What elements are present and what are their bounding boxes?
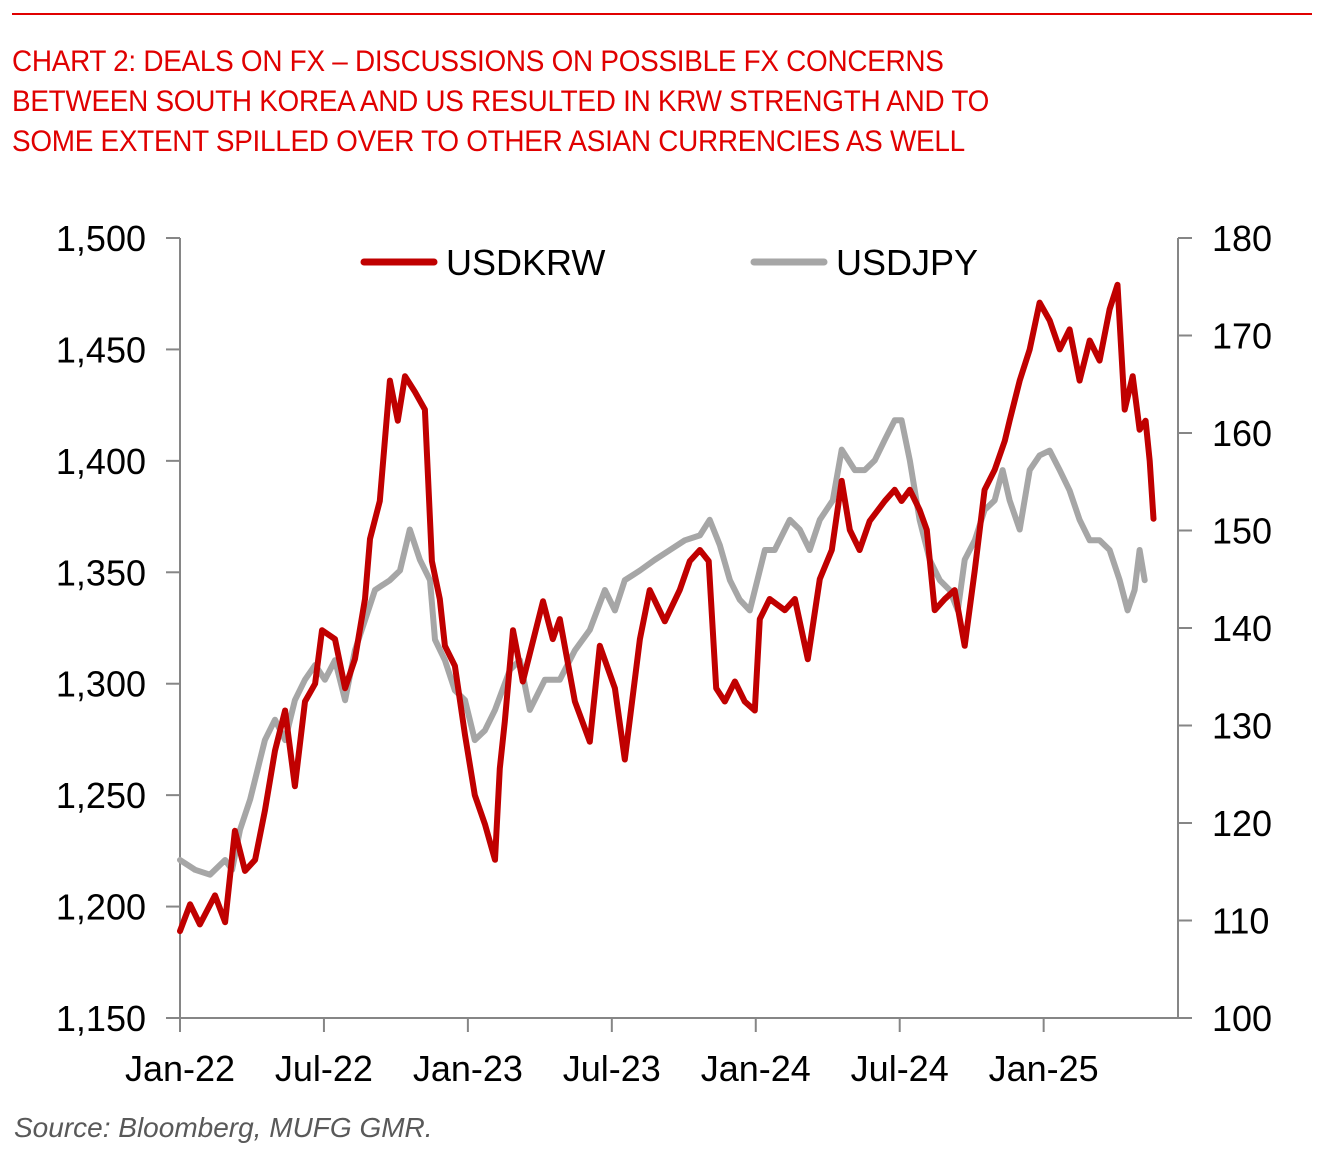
y-left-tick-label: 1,500	[56, 218, 146, 259]
y-left-tick-label: 1,350	[56, 552, 146, 593]
y-left-tick-label: 1,300	[56, 664, 146, 705]
y-right-tick-label: 110	[1212, 901, 1269, 942]
y-right-tick-label: 170	[1212, 316, 1272, 357]
x-tick-label: Jul-24	[851, 1048, 949, 1089]
series-line-usdjpy	[177, 417, 1148, 878]
legend: USDKRW USDJPY	[360, 242, 978, 283]
x-tick-label: Jan-25	[989, 1048, 1099, 1089]
y-right-tick-label: 180	[1212, 218, 1272, 259]
y-right-tick-label: 160	[1212, 413, 1272, 454]
x-tick-label: Jan-22	[125, 1048, 235, 1089]
series-group	[177, 281, 1157, 935]
x-tick-label: Jan-23	[413, 1048, 523, 1089]
top-rule	[12, 13, 1312, 15]
legend-label-usdkrw: USDKRW	[446, 242, 605, 283]
y-right-tick-label: 130	[1212, 706, 1272, 747]
y-left-tick-label: 1,200	[56, 887, 146, 928]
y-left-tick-label: 1,150	[56, 998, 146, 1039]
y-right-tick-label: 100	[1212, 998, 1272, 1039]
y-right-tick-label: 150	[1212, 511, 1272, 552]
y-right-tick-label: 120	[1212, 803, 1272, 844]
x-tick-label: Jan-24	[701, 1048, 811, 1089]
axes: 1,150 1,200 1,250 1,300 1,350 1,400 1,450 1,500…	[56, 218, 1272, 1089]
chart-title: CHART 2: DEALS ON FX – DISCUSSIONS ON PO…	[12, 45, 990, 158]
y-left-tick-label: 1,250	[56, 775, 146, 816]
y-left-tick-label: 1,400	[56, 441, 146, 482]
source-note: Source: Bloomberg, MUFG GMR.	[14, 1112, 433, 1143]
x-tick-label: Jul-23	[563, 1048, 661, 1089]
series-line-usdkrw	[177, 281, 1157, 935]
legend-label-usdjpy: USDJPY	[836, 242, 978, 283]
y-left-tick-label: 1,450	[56, 329, 146, 370]
x-tick-label: Jul-22	[275, 1048, 373, 1089]
y-right-tick-label: 140	[1212, 608, 1272, 649]
